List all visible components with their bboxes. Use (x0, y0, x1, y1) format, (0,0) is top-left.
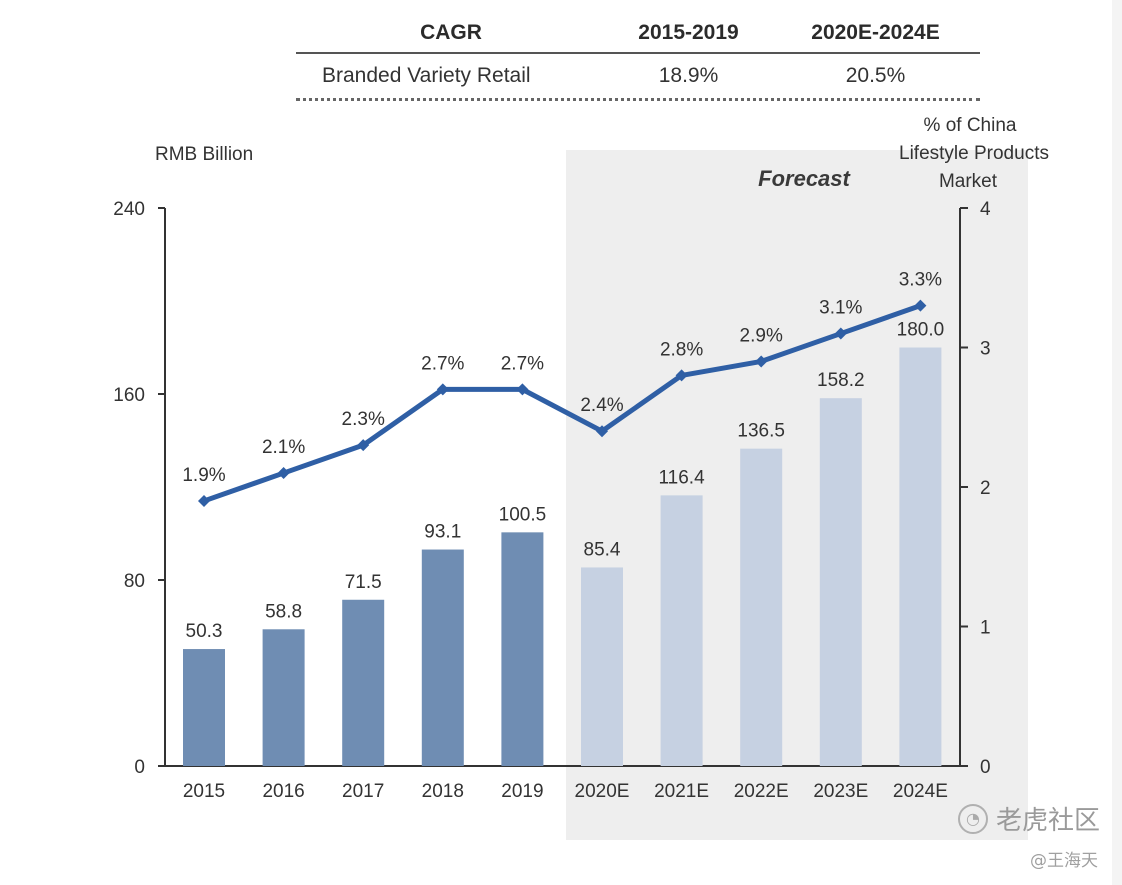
x-tick-label: 2017 (342, 781, 384, 802)
cagr-header-label: CAGR (420, 21, 482, 44)
bar-value-label: 158.2 (817, 370, 865, 391)
left-axis-title: RMB Billion (155, 144, 253, 165)
bar-value-label: 50.3 (186, 621, 223, 642)
left-axis-tick-label: 0 (134, 757, 145, 778)
right-axis-tick-label: 2 (980, 478, 991, 499)
line-value-label: 2.7% (501, 353, 544, 374)
bar-value-label: 100.5 (499, 504, 547, 525)
bar-value-label: 85.4 (584, 539, 621, 560)
line-point (357, 439, 370, 452)
tiger-community-logo-icon: ◔ (957, 803, 988, 834)
line-point (198, 494, 210, 507)
bar-value-label: 71.5 (345, 572, 382, 593)
right-edge-strip (1112, 0, 1122, 885)
line-value-label: 2.1% (262, 437, 305, 458)
bar (183, 649, 225, 766)
bar (819, 398, 862, 766)
line-value-label: 2.7% (421, 353, 464, 374)
right-axis-tick-label: 0 (980, 757, 991, 778)
forecast-region (566, 150, 1028, 840)
cagr-data-row: Branded Variety Retail 18.9% 20.5% (296, 54, 980, 101)
bar (581, 567, 623, 766)
line-point (834, 327, 847, 340)
cagr-value-2: 20.5% (845, 64, 906, 87)
bar (342, 599, 385, 766)
right-axis-tick-label: 4 (980, 199, 991, 220)
line-point (755, 355, 768, 368)
cagr-header-row: CAGR 2015-2019 2020E-2024E (296, 14, 980, 54)
bar-value-label: 58.8 (265, 601, 302, 622)
forecast-label: Forecast (758, 166, 851, 191)
left-axis-tick-label: 160 (113, 385, 145, 406)
right-axis-tick-label: 1 (980, 618, 991, 639)
line-value-label: 2.9% (740, 325, 783, 346)
x-tick-label: 2022E (734, 781, 789, 802)
right-axis-title-line: Market (939, 171, 998, 192)
cagr-header-period-1: 2015-2019 (638, 21, 739, 44)
bar (660, 495, 703, 766)
line-value-label: 3.3% (899, 270, 942, 291)
line-series (203, 303, 922, 504)
cagr-header-period-2: 2020E-2024E (811, 21, 940, 44)
line-value-label: 2.3% (342, 409, 385, 430)
left-axis-tick-label: 80 (124, 571, 145, 592)
right-axis-tick-label: 3 (980, 339, 991, 360)
line-value-label: 2.8% (660, 339, 703, 360)
bar-value-label: 136.5 (737, 421, 785, 442)
line-point (516, 383, 529, 396)
bar (262, 629, 305, 766)
x-tick-label: 2018 (422, 781, 464, 802)
x-tick-label: 2021E (654, 781, 709, 802)
x-tick-label: 2015 (183, 781, 225, 802)
line-value-label: 2.4% (580, 395, 623, 416)
cagr-table: CAGR 2015-2019 2020E-2024E Branded Varie… (296, 14, 980, 101)
line-point (914, 299, 927, 312)
right-axis-title-line: Lifestyle Products (899, 143, 1049, 164)
bar-value-label: 180.0 (897, 320, 945, 341)
line-point (277, 467, 290, 480)
watermark-author: @王海天 (1030, 851, 1098, 871)
right-axis-title-line: % of China (924, 115, 1017, 136)
cagr-row-label: Branded Variety Retail (322, 64, 531, 87)
x-tick-label: 2024E (893, 781, 948, 802)
watermark-brand: 老虎社区 (995, 806, 1100, 836)
line-point (675, 369, 688, 382)
bar (421, 549, 464, 766)
x-tick-label: 2016 (262, 781, 304, 802)
watermark: ◔ 老虎社区 (957, 800, 1100, 837)
left-axis-tick-label: 240 (113, 199, 145, 220)
bar (740, 448, 783, 766)
bar (899, 347, 942, 766)
line-point (436, 383, 449, 396)
line-value-label: 1.9% (182, 465, 225, 486)
bar-value-label: 93.1 (424, 522, 461, 543)
x-tick-label: 2020E (575, 781, 630, 802)
x-tick-label: 2023E (813, 781, 868, 802)
line-point (596, 425, 608, 438)
cagr-value-1: 18.9% (658, 64, 719, 87)
line-value-label: 3.1% (819, 298, 862, 319)
bar-value-label: 116.4 (659, 467, 706, 488)
x-tick-label: 2019 (501, 781, 543, 802)
bar (501, 532, 544, 766)
